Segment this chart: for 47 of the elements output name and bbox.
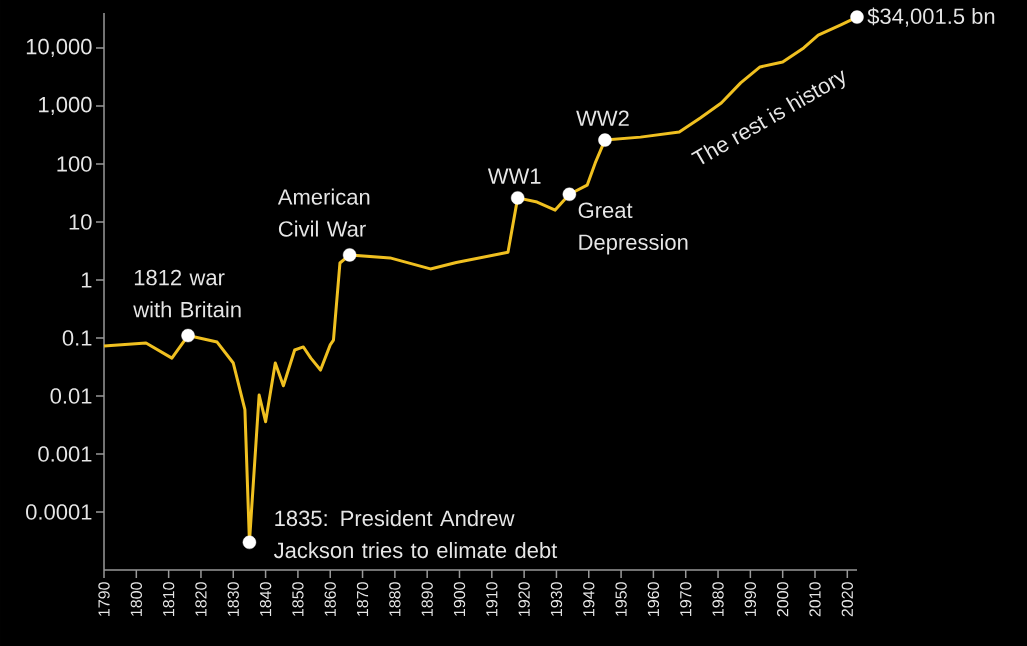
y-tick-label: 0.01 — [50, 388, 92, 404]
x-tick-label: 1930 — [550, 582, 563, 616]
annotation: WW1 — [487, 168, 541, 184]
point — [242, 535, 257, 550]
annotation: WW2 — [576, 110, 629, 126]
y-tick-label: 0.0001 — [26, 504, 92, 520]
annotation: 1835: President Andrew Jackson tries to elimate debt — [273, 509, 558, 559]
x-tick-label: 1950 — [615, 582, 627, 616]
annotation: American Civil War — [277, 188, 370, 237]
x-tick-label: 1820 — [195, 582, 207, 616]
x-tick-label: 1880 — [389, 582, 401, 616]
x-tick-label: 1840 — [259, 582, 272, 616]
x-tick-label: 1960 — [647, 582, 660, 616]
x-tick-label: 2010 — [809, 582, 821, 617]
annotation: $34,001.5 bn — [867, 7, 995, 27]
x-tick-label: 1910 — [486, 582, 498, 616]
y-tick-label: 10 — [69, 214, 92, 230]
annotation: 1812 war with Britain — [133, 269, 241, 318]
x-tick-label: 1920 — [518, 582, 530, 616]
annotation: Great Depression — [578, 202, 688, 255]
point — [342, 248, 357, 262]
x-tick-label: 1810 — [162, 582, 175, 616]
y-tick-label: 1 — [81, 272, 92, 288]
y-tick-label: 0.001 — [38, 446, 92, 462]
point — [598, 133, 612, 147]
y-tick-label: 100 — [57, 156, 92, 172]
x-tick-label: 1900 — [453, 582, 466, 616]
point — [562, 187, 577, 201]
x-tick-label: 2000 — [777, 582, 789, 617]
x-tick-label: 1850 — [292, 582, 304, 616]
point — [181, 328, 195, 343]
x-tick-label: 1790 — [98, 582, 110, 616]
x-tick-label: 1990 — [744, 582, 757, 616]
x-tick-label: 1970 — [680, 582, 692, 616]
x-tick-label: 1830 — [227, 582, 239, 616]
x-tick-label: 1860 — [324, 582, 336, 616]
x-tick-label: 2020 — [841, 582, 853, 617]
point — [510, 191, 525, 205]
y-tick-label: 10,000 — [26, 38, 92, 58]
x-tick-label: 1870 — [356, 582, 369, 616]
x-tick-label: 1980 — [712, 582, 724, 616]
x-tick-label: 1890 — [421, 582, 433, 616]
y-tick-label: 1,000 — [39, 96, 92, 116]
x-tick-label: 1940 — [583, 582, 595, 616]
point — [850, 10, 864, 24]
x-tick-label: 1800 — [130, 582, 142, 616]
y-tick-label: 0.1 — [62, 330, 92, 346]
